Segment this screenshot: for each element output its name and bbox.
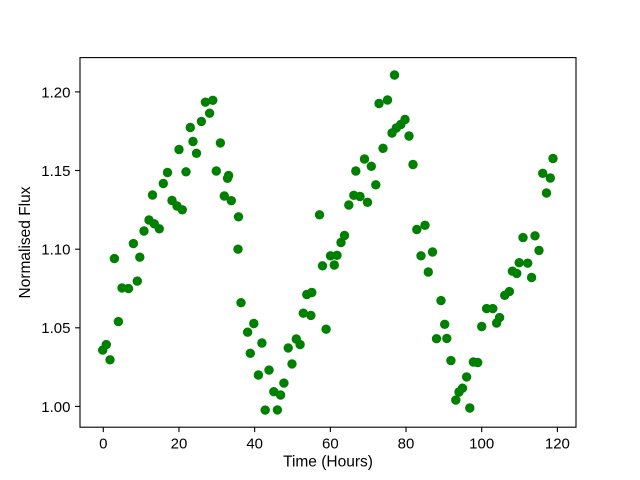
svg-text:120: 120 [545,436,570,453]
svg-text:20: 20 [171,436,188,453]
svg-text:Time (Hours): Time (Hours) [283,454,373,471]
svg-text:1.15: 1.15 [41,163,70,180]
svg-text:40: 40 [246,436,263,453]
svg-text:1.10: 1.10 [41,242,70,259]
svg-text:1.00: 1.00 [41,399,70,416]
svg-text:80: 80 [398,436,415,453]
svg-text:1.20: 1.20 [41,84,70,101]
svg-text:100: 100 [469,436,494,453]
svg-text:Normalised Flux: Normalised Flux [17,186,34,298]
svg-text:60: 60 [322,436,339,453]
svg-text:0: 0 [99,436,107,453]
svg-text:1.05: 1.05 [41,320,70,337]
